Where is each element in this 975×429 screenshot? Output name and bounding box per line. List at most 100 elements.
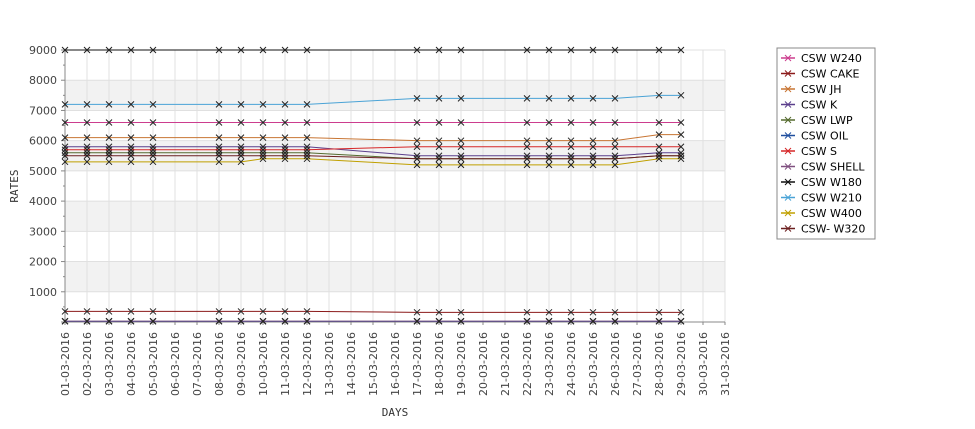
data-point	[127, 158, 135, 166]
data-point	[149, 152, 157, 160]
x-tick-label: 23-03-2016	[543, 332, 556, 396]
x-tick-label: 29-03-2016	[675, 332, 688, 396]
y-tick-label: 8000	[29, 74, 57, 87]
data-point	[545, 137, 553, 145]
data-point	[149, 317, 157, 325]
x-tick-label: 04-03-2016	[125, 332, 138, 396]
series-line	[65, 146, 681, 157]
data-point	[457, 95, 465, 102]
data-point	[83, 134, 91, 141]
series-csw-w240	[61, 119, 685, 126]
series-line	[65, 146, 681, 151]
data-point	[259, 155, 267, 163]
data-point	[259, 317, 267, 325]
data-point	[677, 46, 685, 54]
data-point	[567, 143, 575, 151]
data-point	[655, 46, 663, 54]
data-point	[523, 308, 531, 316]
data-point	[567, 317, 575, 325]
data-point	[215, 146, 223, 154]
data-point	[105, 101, 113, 108]
data-point	[589, 317, 597, 325]
data-point	[611, 95, 619, 102]
data-point	[105, 158, 113, 166]
data-point	[523, 95, 531, 102]
data-point	[611, 155, 619, 163]
data-point	[611, 152, 619, 160]
legend-marker	[784, 194, 792, 201]
data-point	[281, 46, 289, 54]
data-point	[655, 149, 663, 157]
data-point	[677, 131, 685, 138]
data-point	[677, 317, 685, 325]
data-point	[457, 137, 465, 145]
data-point	[303, 146, 311, 154]
data-point	[435, 161, 443, 169]
data-point	[127, 146, 135, 154]
data-point	[435, 95, 443, 102]
data-point	[303, 46, 311, 54]
data-point	[237, 158, 245, 166]
data-point	[655, 143, 663, 151]
x-tick-label: 05-03-2016	[147, 332, 160, 396]
legend-box	[776, 47, 876, 240]
data-point	[435, 155, 443, 163]
legend-item: CSW CAKE	[781, 68, 859, 81]
data-point	[281, 152, 289, 160]
legend-label: CSW W180	[801, 176, 862, 189]
series-line	[65, 94, 681, 105]
data-point	[677, 91, 685, 99]
data-point	[149, 101, 157, 108]
data-point	[127, 101, 135, 108]
legend-item: CSW W210	[781, 192, 862, 205]
data-point	[281, 143, 289, 151]
data-point	[435, 152, 443, 160]
data-point	[545, 143, 553, 151]
y-tick-label: 6000	[29, 135, 57, 148]
y-tick-label: 1000	[29, 286, 57, 299]
data-point	[281, 155, 289, 163]
legend-item: CSW S	[781, 145, 837, 158]
data-point	[83, 317, 91, 325]
x-tick-label: 07-03-2016	[191, 332, 204, 396]
x-tick-label: 31-03-2016	[719, 332, 732, 396]
data-point	[589, 119, 597, 126]
data-point	[523, 161, 531, 169]
data-point	[127, 308, 135, 315]
data-point	[61, 119, 69, 126]
data-point	[83, 146, 91, 154]
x-tick-label: 12-03-2016	[301, 332, 314, 396]
x-tick-label: 21-03-2016	[499, 332, 512, 396]
data-point	[61, 101, 69, 108]
data-point	[567, 119, 575, 126]
legend-item: CSW- W320	[781, 223, 865, 236]
data-point	[105, 152, 113, 160]
data-point	[567, 308, 575, 316]
x-axis-title: DAYS	[382, 406, 409, 419]
legend-marker	[784, 163, 792, 170]
legend-label: CSW LWP	[801, 114, 853, 127]
data-point	[281, 101, 289, 108]
data-point	[435, 46, 443, 54]
data-point	[523, 143, 531, 151]
x-tick-label: 01-03-2016	[59, 332, 72, 396]
data-point	[127, 317, 135, 325]
x-tick-label: 11-03-2016	[279, 332, 292, 396]
legend-label: CSW- W320	[801, 223, 865, 236]
y-tick-label: 7000	[29, 104, 57, 117]
data-point	[105, 134, 113, 141]
legend-label: CSW JH	[801, 83, 842, 96]
x-tick-label: 10-03-2016	[257, 332, 270, 396]
legend-item: CSW W180	[781, 176, 862, 189]
data-point	[677, 143, 685, 151]
data-point	[457, 46, 465, 54]
data-point	[435, 137, 443, 145]
data-point	[149, 308, 157, 315]
data-point	[545, 95, 553, 102]
data-point	[237, 308, 245, 315]
data-point	[259, 152, 267, 160]
data-point	[281, 317, 289, 325]
data-point	[83, 101, 91, 108]
series-line	[65, 158, 681, 166]
data-point	[105, 143, 113, 151]
